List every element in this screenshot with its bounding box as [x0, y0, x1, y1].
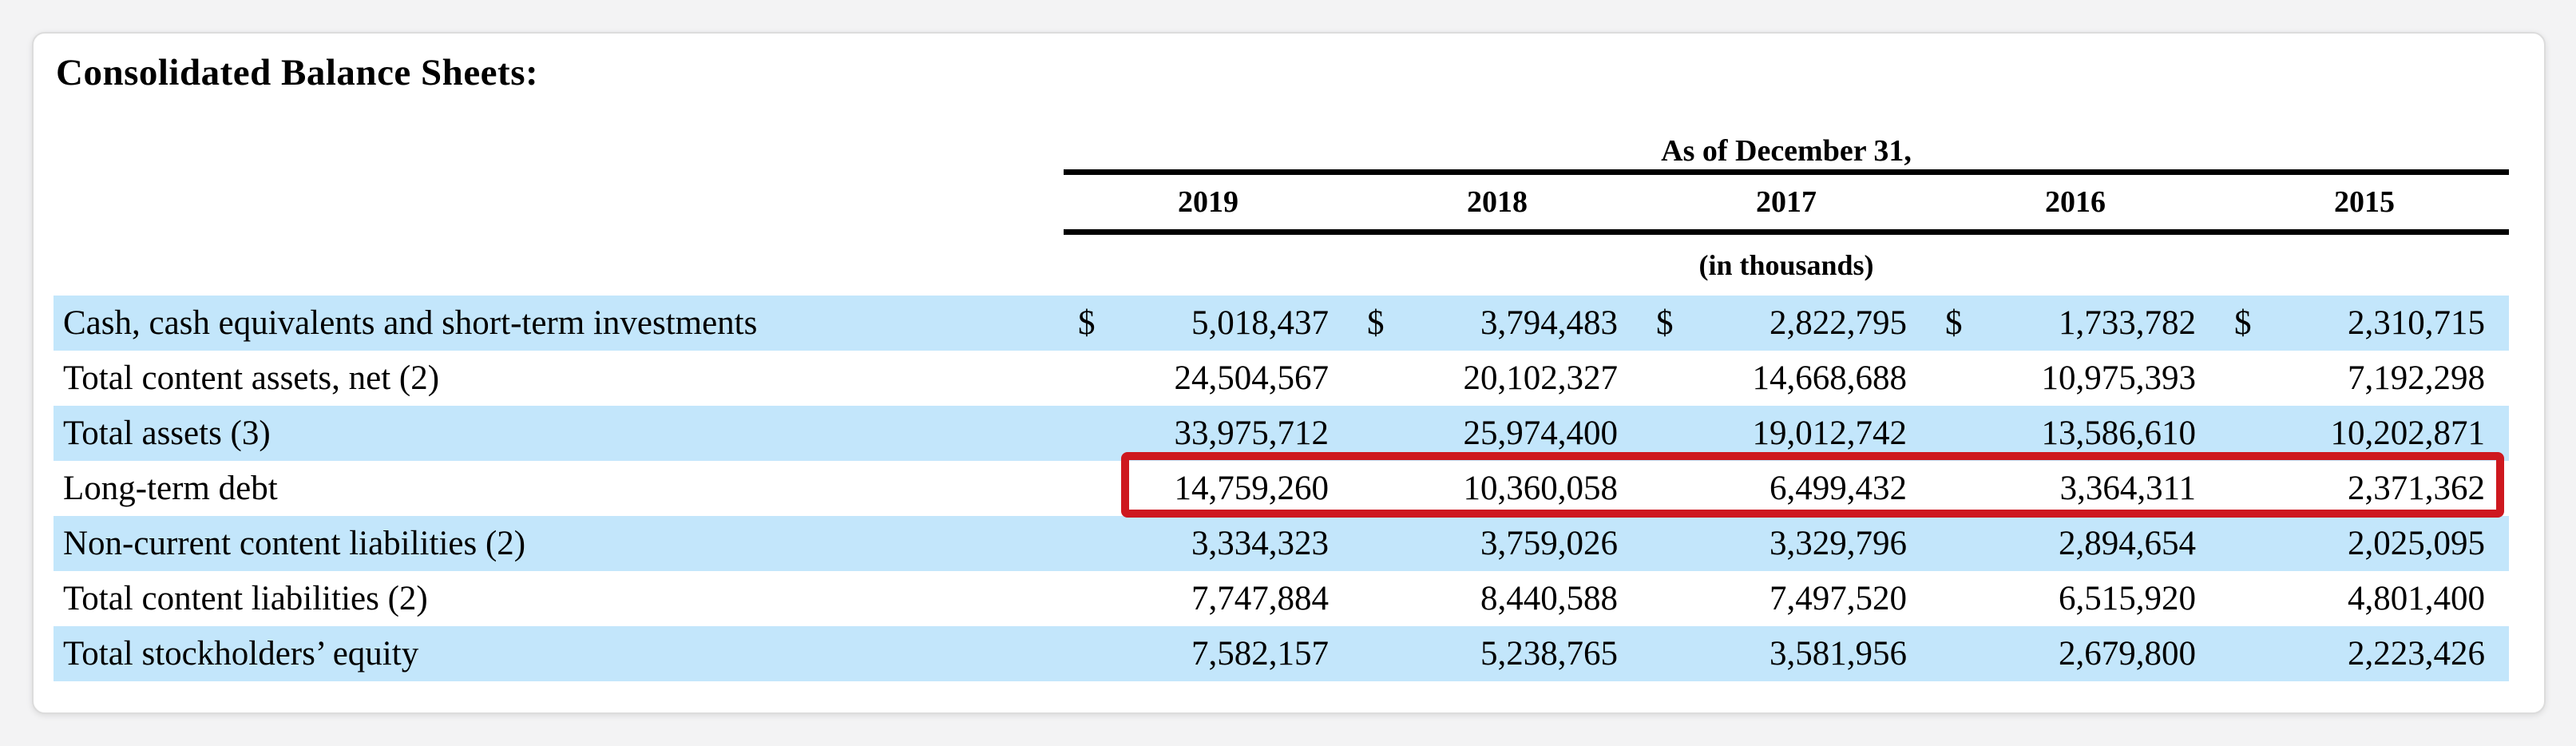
cell-value: 5,238,765 — [1409, 626, 1642, 681]
year-header-2017: 2017 — [1642, 172, 1931, 235]
cell-value: 6,499,432 — [1770, 470, 1907, 507]
currency-symbol — [1642, 571, 1698, 626]
cell-value: 10,975,393 — [2041, 359, 2197, 397]
cell-value: 2,025,095 — [2276, 516, 2510, 571]
cell-value: 3,329,796 — [1698, 516, 1931, 571]
document-card: Consolidated Balance Sheets: As of Decem… — [32, 32, 2546, 714]
currency-symbol: $ — [1642, 296, 1698, 351]
cell-value: 2,894,654 — [1987, 516, 2220, 571]
cell-value: 7,192,298 — [2348, 359, 2486, 397]
year-header-2018: 2018 — [1353, 172, 1642, 235]
cell-value: 2,310,715 — [2276, 296, 2510, 351]
currency-symbol — [1642, 406, 1698, 461]
currency-symbol — [1353, 516, 1409, 571]
table-row: Total stockholders’ equity 7,582,157 5,2… — [54, 626, 2510, 681]
currency-symbol — [1931, 571, 1987, 626]
cell-value: 3,581,956 — [1698, 626, 1931, 681]
currency-symbol — [1931, 351, 1987, 406]
cell-value: 10,202,871 — [2276, 406, 2510, 461]
currency-symbol — [1642, 516, 1698, 571]
currency-symbol — [1064, 626, 1120, 681]
cell-value: 25,974,400 — [1409, 406, 1642, 461]
table-row: Total assets (3) 33,975,712 25,974,400 1… — [54, 406, 2510, 461]
currency-symbol — [1642, 626, 1698, 681]
balance-sheet-table: As of December 31, 2019 2018 2017 2016 2… — [54, 133, 2510, 681]
currency-symbol — [1064, 516, 1120, 571]
currency-symbol — [1353, 571, 1409, 626]
table-row: Total content assets, net (2) 24,504,567… — [54, 351, 2509, 406]
table-year-header-row: 2019 2018 2017 2016 2015 — [54, 172, 2510, 235]
row-label: Cash, cash equivalents and short-term in… — [54, 296, 1064, 351]
currency-symbol — [2220, 406, 2276, 461]
table-units-row: (in thousands) — [54, 232, 2509, 296]
row-label: Long-term debt — [63, 470, 278, 507]
table-group-header-row: As of December 31, — [54, 133, 2510, 175]
cell-value: 7,497,520 — [1770, 580, 1907, 617]
currency-symbol — [1642, 351, 1698, 406]
row-label: Total content assets, net (2) — [63, 359, 440, 397]
currency-symbol — [1931, 516, 1987, 571]
currency-symbol — [1064, 571, 1120, 626]
cell-value: 2,679,800 — [1987, 626, 2220, 681]
currency-symbol — [1642, 461, 1698, 516]
row-label: Total stockholders’ equity — [54, 626, 1064, 681]
cell-value: 2,371,362 — [2348, 470, 2486, 507]
currency-symbol — [1064, 461, 1120, 516]
currency-symbol: $ — [1353, 296, 1409, 351]
cell-value: 2,822,795 — [1698, 296, 1931, 351]
cell-value: 33,975,712 — [1120, 406, 1353, 461]
table-row-long-term-debt: Long-term debt 14,759,260 10,360,058 6,4… — [54, 461, 2509, 516]
table-row: Total content liabilities (2) 7,747,884 … — [54, 571, 2509, 626]
year-header-2015: 2015 — [2220, 172, 2510, 235]
currency-symbol — [2220, 626, 2276, 681]
currency-symbol — [2220, 571, 2276, 626]
cell-value: 2,223,426 — [2276, 626, 2510, 681]
cell-value: 7,582,157 — [1120, 626, 1353, 681]
units-note: (in thousands) — [1698, 248, 1874, 281]
table-row: Non-current content liabilities (2) 3,33… — [54, 516, 2510, 571]
cell-value: 14,668,688 — [1752, 359, 1908, 397]
cell-value: 4,801,400 — [2348, 580, 2486, 617]
cell-value: 19,012,742 — [1698, 406, 1931, 461]
currency-symbol — [1353, 626, 1409, 681]
table-row: Cash, cash equivalents and short-term in… — [54, 296, 2510, 351]
currency-symbol: $ — [1064, 296, 1120, 351]
currency-symbol — [1064, 406, 1120, 461]
currency-symbol — [2220, 351, 2276, 406]
cell-value: 20,102,327 — [1463, 359, 1619, 397]
currency-symbol — [1064, 351, 1120, 406]
currency-symbol: $ — [2220, 296, 2276, 351]
page-title: Consolidated Balance Sheets: — [56, 52, 539, 93]
currency-symbol — [1353, 406, 1409, 461]
currency-symbol — [2220, 516, 2276, 571]
group-header: As of December 31, — [1064, 133, 2510, 175]
cell-value: 24,504,567 — [1174, 359, 1330, 397]
currency-symbol — [1353, 461, 1409, 516]
currency-symbol — [1931, 461, 1987, 516]
currency-symbol — [1353, 351, 1409, 406]
cell-value: 3,334,323 — [1120, 516, 1353, 571]
currency-symbol — [1931, 406, 1987, 461]
cell-value: 10,360,058 — [1463, 470, 1619, 507]
cell-value: 3,794,483 — [1409, 296, 1642, 351]
cell-value: 13,586,610 — [1987, 406, 2220, 461]
cell-value: 7,747,884 — [1191, 580, 1329, 617]
currency-symbol — [1931, 626, 1987, 681]
cell-value: 6,515,920 — [2059, 580, 2196, 617]
cell-value: 1,733,782 — [1987, 296, 2220, 351]
currency-symbol — [2220, 461, 2276, 516]
cell-value: 3,759,026 — [1409, 516, 1642, 571]
row-label: Total assets (3) — [54, 406, 1064, 461]
year-header-2019: 2019 — [1064, 172, 1353, 235]
cell-value: 5,018,437 — [1120, 296, 1353, 351]
row-label: Non-current content liabilities (2) — [54, 516, 1064, 571]
currency-symbol: $ — [1931, 296, 1987, 351]
cell-value: 14,759,260 — [1174, 470, 1330, 507]
row-label: Total content liabilities (2) — [63, 580, 428, 617]
cell-value: 8,440,588 — [1480, 580, 1618, 617]
cell-value: 3,364,311 — [2059, 470, 2196, 507]
year-header-2016: 2016 — [1931, 172, 2220, 235]
